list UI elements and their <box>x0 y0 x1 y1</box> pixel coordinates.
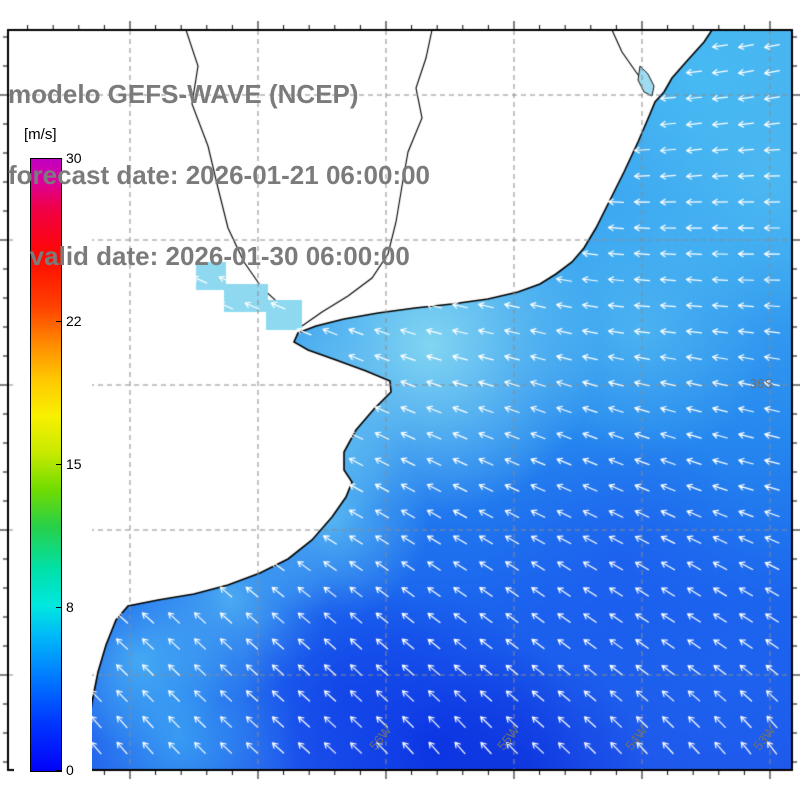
colorbar-tick-label: 8 <box>66 598 74 615</box>
forecast-date-line: forecast date: 2026-01-21 06:00:00 <box>8 160 431 190</box>
title-block: modelo GEFS-WAVE (NCEP) forecast date: 2… <box>8 27 430 324</box>
colorbar-tick-label: 15 <box>66 456 82 472</box>
colorbar-tick-mark <box>56 770 62 771</box>
colorbar-tick-label: 30 <box>66 150 82 166</box>
colorbar-tick-mark <box>56 464 62 465</box>
lat-label: 36S <box>750 376 774 391</box>
colorbar-tick-mark <box>56 606 62 608</box>
colorbar-tick-label: 22 <box>66 313 82 330</box>
valid-date-line: valid date: 2026-01-30 06:00:00 <box>8 241 410 271</box>
colorbar: [m/s] 30 22 15 8 0 <box>14 118 92 786</box>
colorbar-gradient <box>30 158 62 772</box>
colorbar-tick-label: 0 <box>66 762 74 778</box>
colorbar-tick-mark <box>56 158 62 159</box>
model-title: modelo GEFS-WAVE (NCEP) <box>8 79 359 109</box>
colorbar-tick-mark <box>56 321 62 323</box>
colorbar-unit-label: [m/s] <box>24 126 57 143</box>
